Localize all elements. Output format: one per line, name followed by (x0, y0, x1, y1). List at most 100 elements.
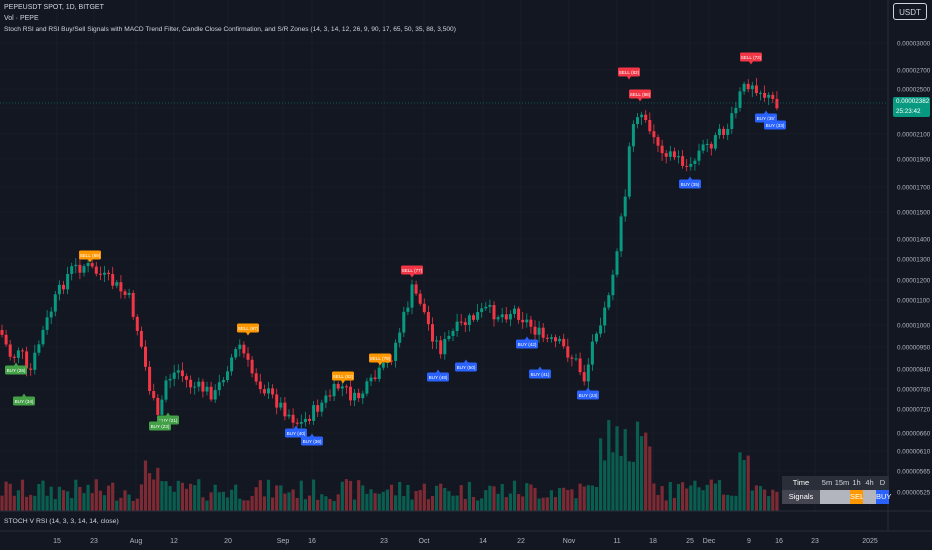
volume-bar (439, 483, 443, 511)
volume-bar (16, 490, 20, 511)
last-price-value: 0.00002382 (896, 98, 930, 105)
volume-bar (676, 484, 681, 511)
candle-body (303, 418, 307, 422)
candle-body (681, 156, 685, 166)
buy-signal-box (285, 428, 307, 438)
volume-bar (693, 480, 697, 511)
candle-body (664, 153, 668, 157)
candle-body (742, 83, 746, 92)
volume-bar (578, 483, 582, 511)
signal-pointer (764, 110, 768, 114)
volume-bar (275, 485, 279, 511)
signal-text: BUY (26) (7, 368, 26, 373)
volume-bar (172, 491, 176, 511)
currency-button[interactable]: USDT (893, 3, 927, 20)
candle-body (533, 326, 537, 335)
signal-pointer (14, 362, 18, 366)
volume-bar (271, 497, 275, 511)
stoch-rsi-legend[interactable]: STOCH V RSI (14, 3, 3, 14, 14, close) (4, 518, 119, 525)
candle-body (726, 128, 730, 135)
volume-bar (74, 479, 78, 511)
candle-body (562, 338, 566, 347)
candle-body (33, 352, 37, 370)
candle-body (492, 305, 496, 320)
volume-bar (94, 479, 98, 511)
signal-label: BUY (48) (427, 369, 449, 382)
candle-body (455, 321, 459, 331)
volume-bar (49, 486, 53, 511)
candle-body (759, 92, 762, 94)
volume-bar (734, 495, 738, 511)
volume-bar (570, 489, 574, 511)
signal-text: SELL (77) (402, 268, 423, 273)
candle-body (94, 266, 98, 274)
signal-label: SELL (77) (401, 265, 423, 278)
timeframe-4h: 4h (865, 478, 874, 487)
volume-bar (713, 483, 717, 511)
time-tick-label: 18 (649, 538, 657, 545)
time-tick-label: 23 (90, 538, 98, 545)
time-tick-label: 12 (170, 538, 178, 545)
candle-body (554, 337, 557, 342)
indicator-legend[interactable]: Stoch RSI and RSI Buy/Sell Signals with … (4, 26, 456, 33)
volume-bar (484, 490, 488, 511)
time-axis[interactable]: 15 23 Aug 12 20 Sep 16 23 Oct 14 22 Nov 11 18 25 Dec 9 16… (53, 538, 878, 545)
volume-bar (143, 460, 148, 511)
candle-body (590, 341, 594, 365)
volume-bar (12, 495, 16, 511)
sell-signal-box (618, 67, 640, 77)
volume-bar (320, 494, 324, 511)
volume-bar (631, 461, 635, 511)
candle-body (291, 414, 295, 423)
volume-bar (615, 426, 619, 511)
volume-bar (558, 488, 562, 511)
candle-body (12, 356, 16, 358)
signal-pointer (586, 387, 590, 391)
signal-pointer (310, 433, 314, 437)
sell-signal-box (629, 89, 651, 99)
price-tick-label: 0.00001000 (897, 323, 931, 330)
volume-bar (295, 497, 299, 511)
candle-body (221, 380, 225, 383)
volume-bar (217, 492, 221, 511)
volume-bar (611, 452, 615, 511)
candle-body (488, 305, 492, 307)
candle-body (521, 319, 525, 323)
candle-body (467, 315, 471, 326)
volume-bar (357, 480, 361, 511)
candle-body (746, 83, 750, 90)
candle-body (201, 381, 205, 392)
candle-body (472, 315, 475, 320)
candle-body (234, 349, 238, 358)
candle-body (0, 330, 4, 335)
candle-body (767, 94, 771, 98)
volume-bar (377, 493, 381, 511)
volume-bar (681, 482, 685, 511)
time-tick-label: Sep (277, 538, 290, 545)
volume-bar (750, 490, 754, 511)
volume-legend[interactable]: Vol · PEPE (4, 15, 39, 22)
timeframe-row: Time Frame: 5m 15m 1h 4h D (782, 476, 889, 501)
volume-bar (672, 497, 676, 511)
volume-bar (414, 491, 418, 511)
candle-body (230, 357, 234, 372)
volume-bar (389, 484, 394, 511)
signal-label: BUY (41) (529, 366, 551, 379)
signal-text: SELL (82) (619, 70, 640, 75)
candle-body (619, 216, 623, 252)
symbol-legend[interactable]: PEPEUSDT SPOT, 1D, BITGET (4, 4, 104, 11)
candle-body (672, 151, 676, 158)
volume-bar (283, 493, 287, 511)
candle-body (599, 325, 603, 334)
time-tick-label: Dec (703, 538, 716, 545)
candle-body (283, 402, 287, 417)
candle-body (402, 311, 406, 333)
candle-body (119, 282, 123, 292)
volume-bar (61, 490, 66, 511)
candle-body (353, 392, 357, 401)
candle-body (517, 308, 521, 320)
candle-body (656, 137, 660, 146)
volume-bar (656, 494, 660, 511)
candle-body (74, 264, 78, 267)
